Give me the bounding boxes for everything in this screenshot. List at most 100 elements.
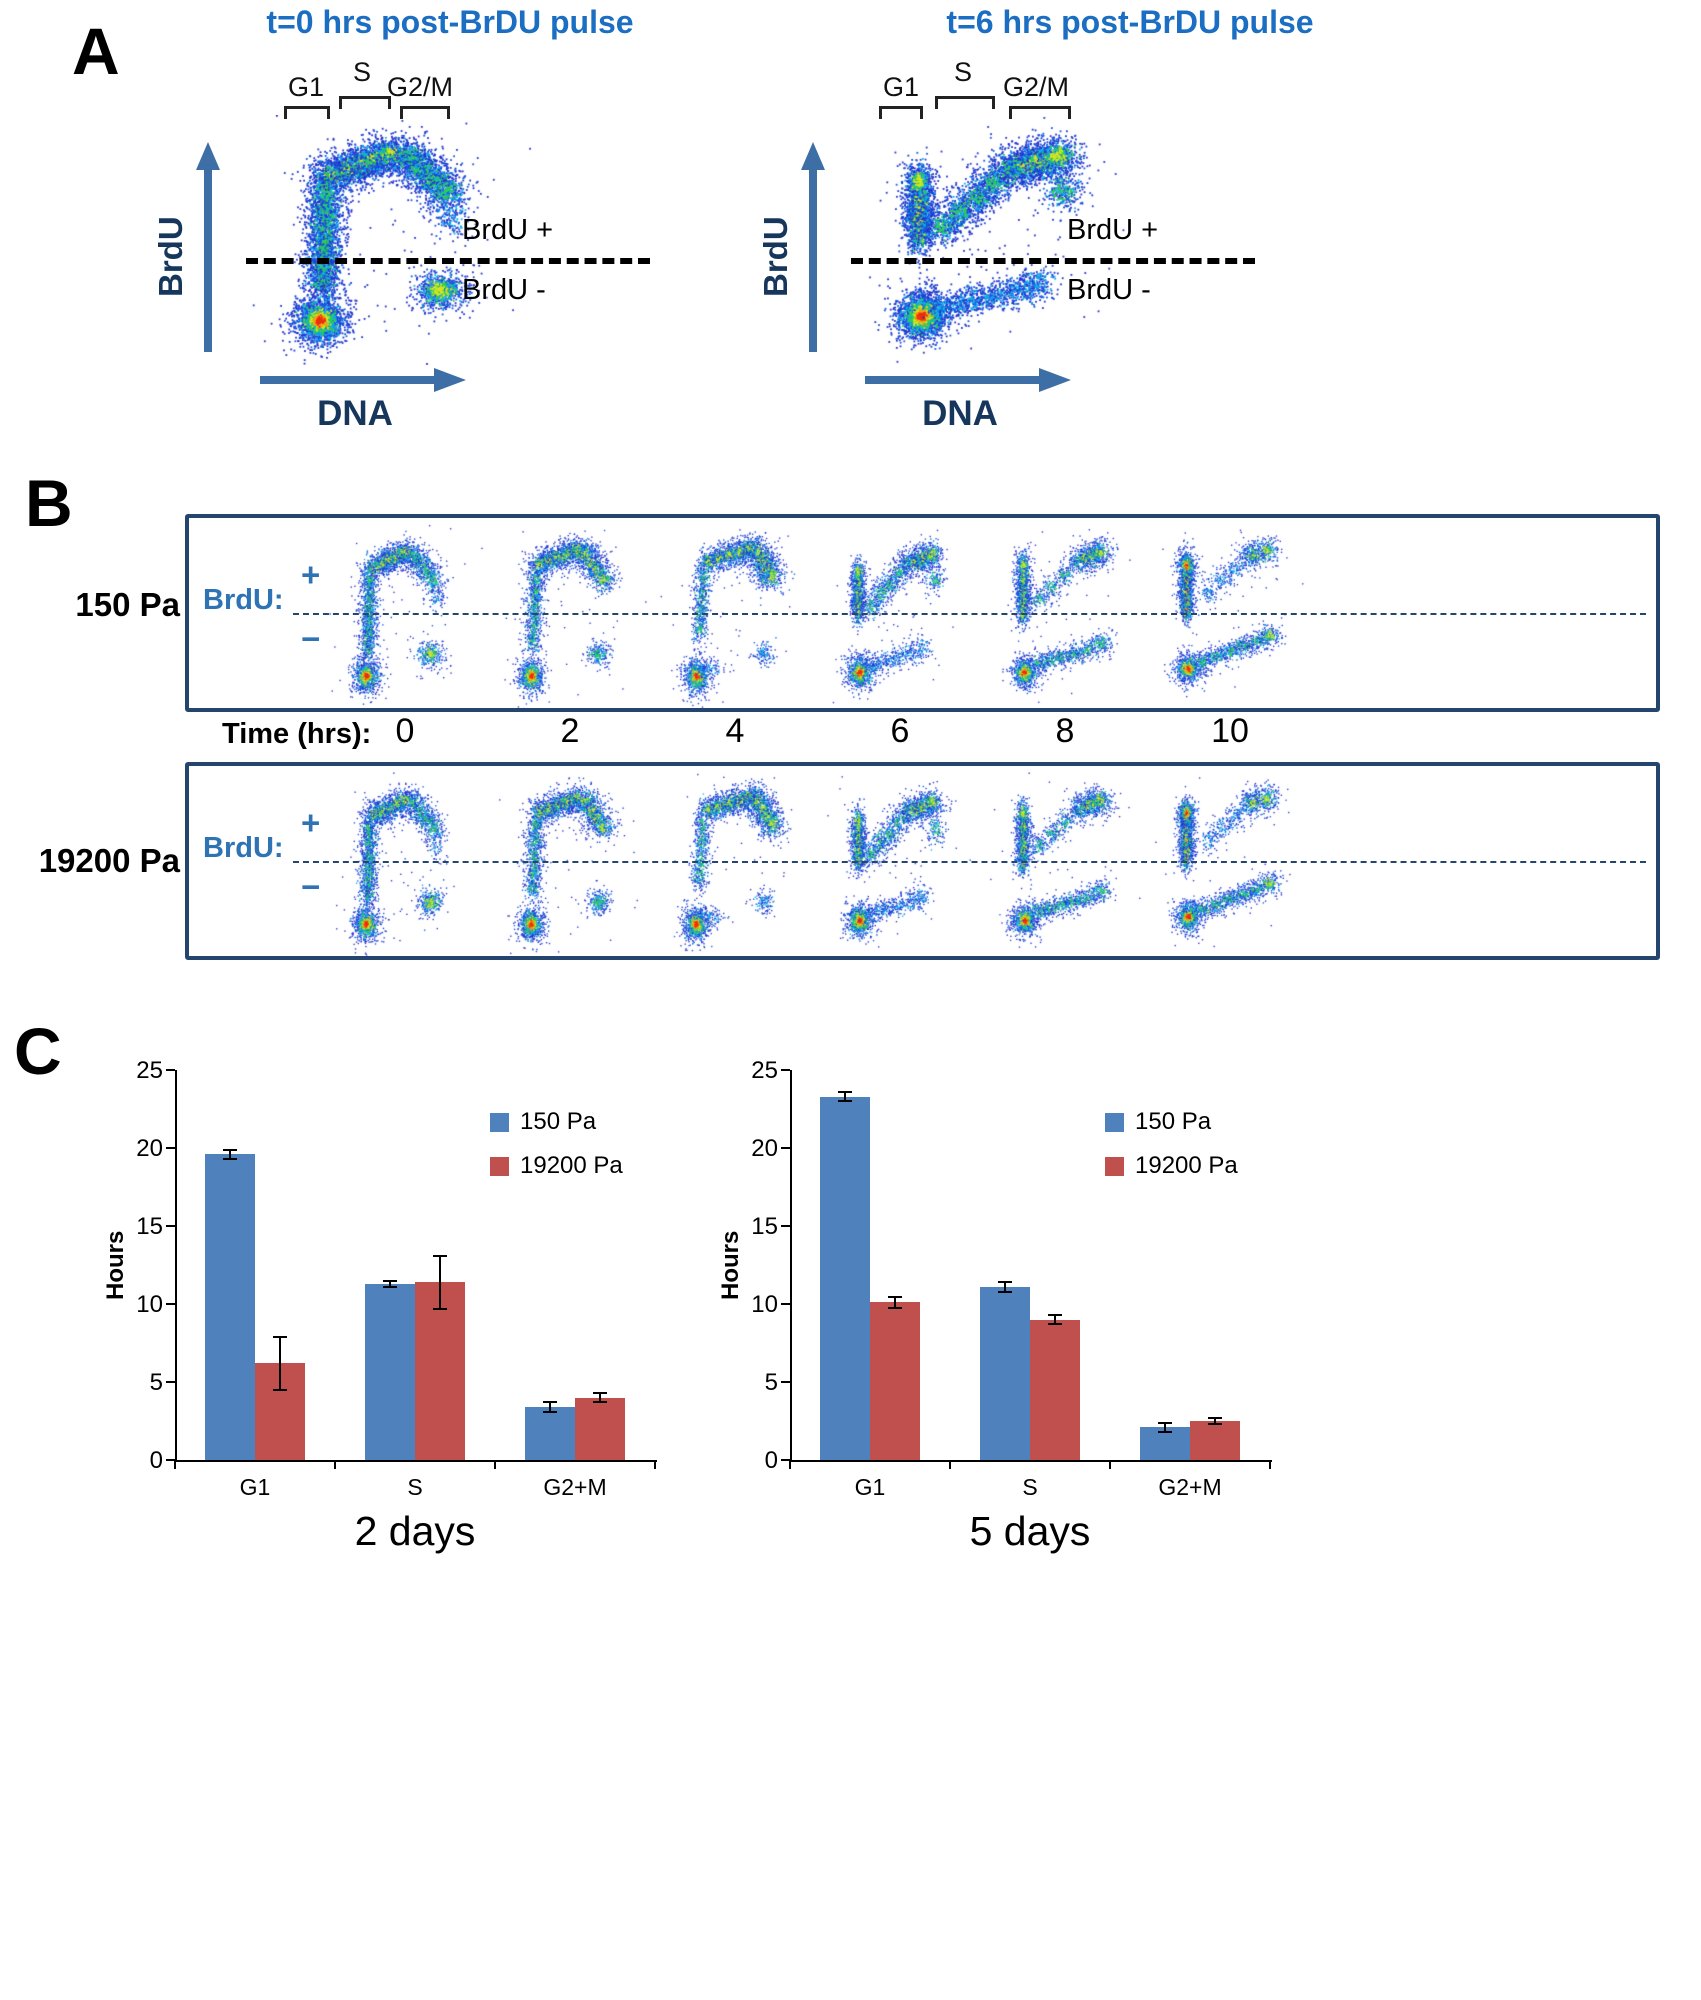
chart-title: 2 days [175,1508,655,1555]
bar-150pa-g1 [205,1154,255,1460]
error-cap-bottom [1048,1323,1062,1325]
gate-label-positive: BrdU + [462,214,553,247]
y-axis-title: Hours [102,1070,130,1460]
category-label: G1 [790,1474,950,1501]
error-cap-bottom [888,1307,902,1309]
bar-150pa-s [365,1284,415,1460]
x-axis [790,1460,1272,1462]
x-tick [1269,1460,1271,1469]
flow-plot-8h [989,772,1149,957]
error-cap-bottom [273,1389,287,1391]
error-cap-bottom [593,1401,607,1403]
error-cap-top [223,1149,237,1151]
y-tick [781,1381,790,1383]
category-label: G2+M [1110,1474,1270,1501]
phase-label-g1: G1 [278,72,334,103]
panel-b-label: B [25,470,73,536]
error-cap-bottom [838,1100,852,1102]
legend-label: 19200 Pa [520,1152,623,1180]
flow-plot-2h [494,524,654,709]
flow-plot-10h [1154,772,1314,957]
x-axis-label-dna: DNA [260,394,450,434]
y-tick [166,1147,175,1149]
gate-label-negative: BrdU - [1067,274,1151,307]
time-tick-4: 4 [705,712,765,751]
legend-item: 150 Pa [1105,1108,1238,1136]
legend-item: 19200 Pa [490,1152,623,1180]
error-cap-bottom [383,1286,397,1288]
y-tick [166,1303,175,1305]
y-tick [781,1225,790,1227]
error-cap-top [1158,1422,1172,1424]
error-cap-bottom [1158,1431,1172,1433]
bar-150pa-s [980,1287,1030,1460]
x-tick [949,1460,951,1469]
category-label: S [950,1474,1110,1501]
stiffness-label-19200pa: 19200 Pa [0,842,180,880]
error-cap-top [383,1280,397,1282]
phase-label-s: S [935,57,991,88]
flow-plot-0h [329,772,489,957]
legend-swatch [1105,1113,1124,1132]
brdu-axis-arrow [194,140,222,358]
y-axis-label-brdu: BrdU [152,167,190,347]
time-tick-6: 6 [870,712,930,751]
error-cap-top [888,1296,902,1298]
x-tick [654,1460,656,1469]
phase-label-g2m: G2/M [991,72,1081,103]
y-tick [166,1069,175,1071]
bar-150pa-g1 [820,1097,870,1460]
x-tick [334,1460,336,1469]
bar-chart-5days: 0 5 10 15 20 25 Hours G1 S G2+M 150 Pa 19200 Pa 5 da… [715,1050,1315,1580]
legend-swatch [1105,1157,1124,1176]
error-cap-top [593,1392,607,1394]
bar-19200pa-g2+m [575,1398,625,1460]
category-label: G1 [175,1474,335,1501]
time-tick-2: 2 [540,712,600,751]
legend-label: 150 Pa [1135,1108,1211,1136]
error-cap-bottom [998,1291,1012,1293]
y-axis-label-brdu: BrdU [757,167,795,347]
legend: 150 Pa 19200 Pa [1105,1108,1238,1180]
y-tick [781,1147,790,1149]
gate-label-negative: BrdU - [462,274,546,307]
flow-plot-8h [989,524,1149,709]
panel-a-label: A [72,18,120,84]
error-cap-top [1048,1314,1062,1316]
brdu-axis-arrow [799,140,827,358]
legend-swatch [490,1113,509,1132]
bar-chart-2days: 0 5 10 15 20 25 Hours G1 S G2+M 150 Pa 19200 Pa 2 da… [100,1050,700,1580]
brdu-gate-line [246,258,650,264]
dna-axis-arrow [256,366,468,394]
phase-bracket-s [935,96,995,109]
flow-plot-4h [659,772,819,957]
bar-19200pa-g2+m [1190,1421,1240,1460]
time-tick-0: 0 [375,712,435,751]
gate-label-positive: BrdU + [1067,214,1158,247]
x-tick [174,1460,176,1469]
brdu-threshold-line [293,861,1646,863]
flow-strip-150pa: BrdU: + − [185,514,1660,712]
flow-plot-4h [659,524,819,709]
flow-strip-19200pa: BrdU: + − [185,762,1660,960]
y-tick [166,1225,175,1227]
flow-panel-t6: G1 S G2/M BrdU BrdU + BrdU - DNA [765,52,1325,472]
bar-19200pa-g1 [870,1302,920,1460]
chart-title: 5 days [790,1508,1270,1555]
phase-label-g1: G1 [873,72,929,103]
category-label: S [335,1474,495,1501]
error-cap-bottom [223,1158,237,1160]
bar-19200pa-s [1030,1320,1080,1460]
stiffness-label-150pa: 150 Pa [8,586,180,624]
x-tick [494,1460,496,1469]
error-bar [279,1337,281,1390]
x-axis [175,1460,657,1462]
x-axis-label-dna: DNA [865,394,1055,434]
error-cap-top [1208,1417,1222,1419]
error-cap-top [273,1336,287,1338]
error-cap-bottom [1208,1423,1222,1425]
bar-150pa-g2+m [525,1407,575,1460]
time-tick-8: 8 [1035,712,1095,751]
x-tick [1109,1460,1111,1469]
time-tick-10: 10 [1200,712,1260,751]
